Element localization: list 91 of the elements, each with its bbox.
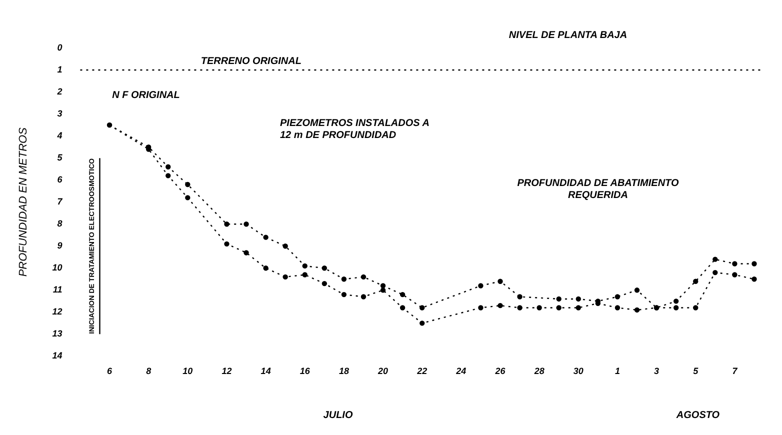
point bbox=[302, 272, 308, 278]
x-tick-label: 10 bbox=[182, 366, 193, 376]
point bbox=[693, 278, 698, 284]
point bbox=[556, 296, 562, 302]
x-tick-label: 5 bbox=[693, 366, 700, 376]
y-tick-label: 3 bbox=[57, 108, 62, 119]
y-tick-label: 13 bbox=[52, 328, 62, 339]
point bbox=[360, 294, 366, 300]
point bbox=[166, 164, 171, 170]
point bbox=[576, 296, 581, 302]
point bbox=[224, 241, 230, 247]
point bbox=[224, 222, 230, 227]
x-tick-label: 30 bbox=[573, 366, 584, 376]
point bbox=[576, 305, 581, 310]
point bbox=[712, 270, 718, 276]
y-tick-label: 6 bbox=[57, 174, 64, 185]
point bbox=[322, 266, 328, 271]
x-tick-label: 3 bbox=[654, 366, 660, 376]
x-tick-label: 12 bbox=[222, 366, 232, 376]
point bbox=[341, 276, 347, 282]
point bbox=[420, 320, 425, 326]
point bbox=[517, 294, 522, 300]
x-tick-label: 20 bbox=[377, 366, 388, 376]
point bbox=[634, 288, 640, 293]
x-tick-label: 22 bbox=[416, 366, 428, 376]
x-tick-label: 24 bbox=[455, 366, 466, 376]
point bbox=[614, 305, 620, 310]
point bbox=[517, 305, 522, 310]
point bbox=[380, 288, 386, 293]
x-tick-label: 7 bbox=[732, 366, 738, 376]
point bbox=[752, 276, 757, 282]
x-tick-label: 16 bbox=[300, 366, 311, 376]
point bbox=[166, 173, 171, 178]
y-tick-label: 2 bbox=[56, 86, 62, 97]
point bbox=[360, 274, 366, 280]
point bbox=[282, 274, 288, 280]
point bbox=[732, 272, 738, 278]
point bbox=[322, 280, 328, 286]
point bbox=[244, 222, 249, 227]
x-tick-label: 1 bbox=[614, 366, 620, 376]
point bbox=[693, 305, 698, 310]
point bbox=[498, 278, 503, 284]
annotation: PIEZOMETROS INSTALADOS A 12 m DE PROFUNDIDAD bbox=[280, 118, 430, 141]
text: NIVEL DE PLANTA BAJA bbox=[508, 30, 628, 41]
point bbox=[263, 234, 268, 240]
point bbox=[400, 305, 406, 310]
y-tick-label: 10 bbox=[52, 262, 62, 273]
y-tick-label: 1 bbox=[57, 64, 62, 74]
point bbox=[341, 292, 347, 298]
y-tick-label: 14 bbox=[52, 350, 62, 361]
annotation: PROFUNDIDAD DE ABATIMIENTO REQUERIDA bbox=[517, 178, 679, 201]
point bbox=[673, 298, 679, 304]
point bbox=[498, 302, 503, 308]
point bbox=[380, 283, 386, 288]
x-tick-label: 28 bbox=[533, 366, 544, 376]
x-tick-label: 6 bbox=[107, 366, 114, 376]
text: AGOSTO bbox=[675, 410, 720, 421]
point bbox=[478, 305, 484, 310]
x-tick-label: 8 bbox=[146, 366, 152, 376]
point bbox=[400, 292, 406, 298]
point bbox=[420, 305, 425, 310]
x-tick-label: 18 bbox=[338, 366, 349, 376]
annotation: N F ORIGINAL bbox=[112, 90, 180, 101]
point bbox=[282, 244, 288, 249]
y-tick-label: 11 bbox=[52, 284, 62, 295]
point bbox=[712, 256, 718, 262]
y-tick-label: 7 bbox=[57, 196, 64, 207]
ref-line-label: TERRENO ORIGINAL bbox=[200, 56, 302, 67]
text: JULIO bbox=[323, 410, 353, 421]
point bbox=[478, 283, 484, 288]
y-tick-label: 4 bbox=[56, 130, 62, 141]
y-tick-label: 0 bbox=[57, 42, 62, 52]
y-tick-label: 5 bbox=[57, 152, 64, 163]
point bbox=[614, 294, 620, 300]
point bbox=[752, 261, 757, 266]
point bbox=[536, 305, 542, 310]
y-tick-label: 12 bbox=[52, 306, 62, 317]
point bbox=[732, 261, 738, 266]
point bbox=[634, 307, 640, 313]
y-tick-label: 8 bbox=[57, 218, 62, 229]
point bbox=[185, 182, 190, 188]
point bbox=[185, 195, 190, 200]
point bbox=[244, 250, 249, 256]
x-tick-label: 14 bbox=[260, 366, 271, 376]
x-tick-label: 26 bbox=[494, 366, 506, 376]
point bbox=[673, 305, 679, 310]
point bbox=[263, 266, 268, 271]
point bbox=[556, 305, 562, 310]
y-tick-label: 9 bbox=[57, 240, 62, 251]
point bbox=[302, 263, 308, 269]
y-axis-title: PROFUNDIDAD EN METROS bbox=[18, 126, 30, 277]
